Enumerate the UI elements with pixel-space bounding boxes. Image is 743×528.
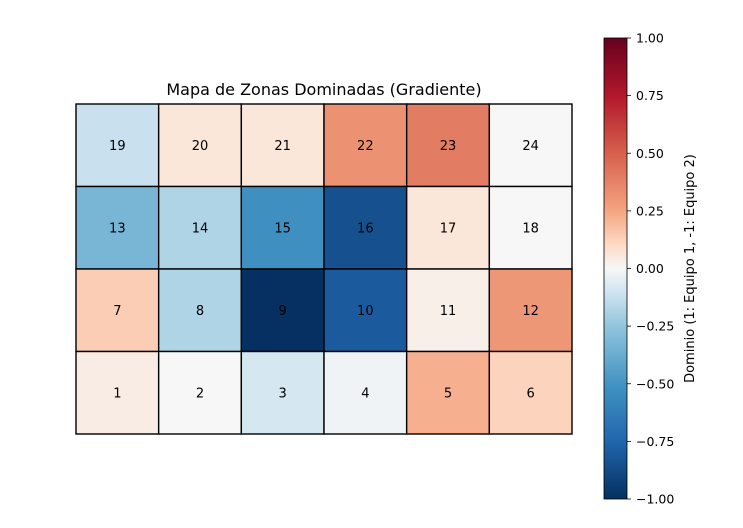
colorbar-tick-label: −1.00 [636, 492, 674, 507]
colorbar-tick-label: −0.25 [636, 319, 674, 334]
cell-label-10: 10 [357, 304, 374, 319]
cell-label-6: 6 [527, 386, 535, 401]
colorbar-tick-label: 0.25 [636, 203, 664, 218]
colorbar-tick-label: 0.75 [636, 88, 664, 103]
cell-label-23: 23 [440, 139, 457, 154]
heatmap-cell-2 [157, 350, 243, 435]
heatmap-cell-3 [240, 350, 325, 435]
cell-label-3: 3 [279, 386, 287, 401]
heatmap-cell-1 [75, 350, 160, 435]
cell-label-17: 17 [440, 221, 457, 236]
heatmap-cell-10 [323, 268, 408, 353]
colorbar-tick-label: 0.00 [636, 261, 664, 276]
cell-label-22: 22 [357, 139, 374, 154]
heatmap-cell-18 [488, 185, 573, 270]
cell-label-20: 20 [192, 139, 209, 154]
heatmap-cell-6 [488, 350, 573, 435]
heatmap-cells [75, 103, 573, 435]
cell-label-21: 21 [274, 139, 291, 154]
cell-label-4: 4 [361, 386, 369, 401]
cell-label-1: 1 [113, 386, 121, 401]
heatmap-cell-14 [157, 185, 243, 270]
colorbar-ticks: 1.00 0.75 0.50 0.25 0.00 −0.25 −0.50 −0.75 −1.00 [627, 31, 674, 507]
cell-label-9: 9 [279, 304, 287, 319]
cell-label-11: 11 [440, 304, 457, 319]
heatmap-cell-4 [323, 350, 408, 435]
colorbar-label: Dominio (1: Equipo 1, -1: Equipo 2) [683, 154, 698, 383]
cell-label-2: 2 [196, 386, 204, 401]
heatmap-cell-20 [157, 103, 243, 188]
cell-label-19: 19 [109, 139, 126, 154]
chart-title: Mapa de Zonas Dominadas (Gradiente) [166, 80, 481, 99]
heatmap-cell-8 [157, 268, 243, 353]
cell-label-24: 24 [522, 139, 539, 154]
cell-label-15: 15 [274, 221, 291, 236]
colorbar-tick-label: −0.75 [636, 434, 674, 449]
cell-label-16: 16 [357, 221, 374, 236]
cell-label-7: 7 [113, 304, 121, 319]
heatmap-cell-19 [75, 103, 160, 188]
cell-label-12: 12 [522, 304, 539, 319]
colorbar-tick-label: 0.50 [636, 146, 664, 161]
heatmap-cell-24 [488, 103, 573, 188]
colorbar [604, 38, 627, 499]
cell-label-5: 5 [444, 386, 452, 401]
cell-label-18: 18 [522, 221, 539, 236]
cell-label-14: 14 [192, 221, 209, 236]
heatmap-cell-5 [405, 350, 491, 435]
cell-label-13: 13 [109, 221, 126, 236]
heatmap-cell-11 [405, 268, 491, 353]
colorbar-tick-label: 1.00 [636, 31, 664, 46]
heatmap-cell-16 [323, 185, 408, 270]
colorbar-tick-label: −0.50 [636, 376, 674, 391]
heatmap-cell-21 [240, 103, 325, 188]
heatmap-cell-12 [488, 268, 573, 353]
cell-label-8: 8 [196, 304, 204, 319]
